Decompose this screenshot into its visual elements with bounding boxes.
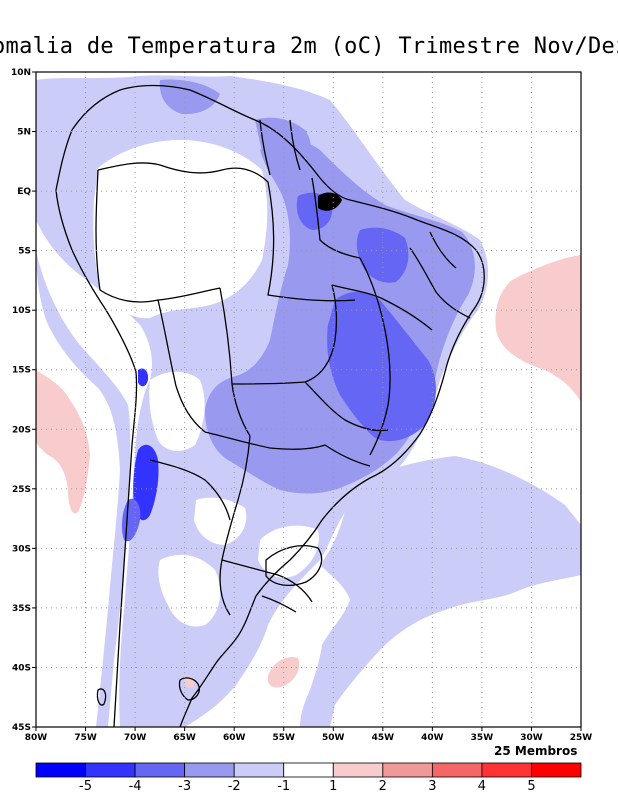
colorbar-label: -5	[79, 779, 92, 794]
lat-label: 20S	[12, 425, 31, 435]
map-title: omalia de Temperatura 2m (oC) Trimestre …	[0, 34, 618, 59]
colorbar-swatch	[332, 762, 384, 778]
colorbar-label: 3	[428, 779, 436, 794]
colorbar-label: -1	[277, 779, 290, 794]
lat-label: 35S	[12, 604, 31, 614]
colorbar-label: 5	[527, 779, 535, 794]
colorbar-label: 2	[379, 779, 387, 794]
colorbar-label: -3	[178, 779, 191, 794]
lat-label: 15S	[12, 366, 31, 376]
colorbar-swatch	[481, 762, 532, 778]
land-anomaly-dark-blue	[327, 291, 436, 442]
land-anomaly-medium-blue-guiana	[255, 117, 312, 171]
lon-label: 25W	[570, 733, 593, 743]
lat-label: 25S	[12, 485, 31, 495]
colorbar	[35, 762, 582, 778]
land-anomaly-dark-blue-2	[356, 227, 409, 283]
lon-label: 30W	[520, 733, 543, 743]
longitude-labels: 80W 75W 70W 65W 60W 55W 50W 45W 40W 35W 30W 25W	[25, 733, 593, 743]
colorbar-swatch	[233, 762, 285, 778]
lat-label: 5S	[18, 247, 31, 257]
ocean-anomaly-warm-atlantic	[495, 255, 581, 402]
colorbar-swatch	[531, 762, 582, 778]
land-anomaly-white-argentina	[194, 497, 247, 545]
lon-label: 35W	[471, 733, 494, 743]
ocean-anomaly-warm-pacific	[36, 370, 90, 514]
lat-label: 45S	[12, 723, 31, 733]
colorbar-label: -2	[228, 779, 241, 794]
members-label: 25 Membros	[494, 744, 578, 758]
graticule	[36, 72, 581, 727]
axis-ticks	[32, 71, 582, 731]
lon-label: 50W	[322, 733, 345, 743]
colorbar-swatch	[382, 762, 433, 778]
lon-label: 45W	[372, 733, 395, 743]
lon-label: 65W	[173, 733, 196, 743]
lon-label: 55W	[273, 733, 296, 743]
land-anomaly-white-amazon	[93, 140, 268, 319]
latitude-labels: 10N 5N EQ 5S 10S 15S 20S 25S 30S 35S 40S 45S	[11, 68, 31, 733]
land-anomaly-white-patagonia	[158, 554, 221, 627]
lon-label: 80W	[25, 733, 48, 743]
lat-label: 10N	[11, 68, 31, 78]
colorbar-label: 4	[478, 779, 486, 794]
colorbar-swatch	[35, 762, 86, 778]
lat-label: 5N	[17, 128, 31, 138]
colorbar-swatch	[85, 762, 136, 778]
lat-label: 30S	[12, 544, 31, 554]
lat-label: 10S	[12, 306, 31, 316]
coastline	[55, 84, 485, 727]
lat-label: EQ	[17, 187, 31, 197]
lon-label: 40W	[421, 733, 444, 743]
land-anomaly-medium-blue-north	[159, 79, 220, 115]
lon-label: 75W	[74, 733, 97, 743]
lon-label: 70W	[124, 733, 147, 743]
plot-frame	[35, 71, 582, 728]
colorbar-swatch	[184, 762, 235, 778]
colorbar-labels: -5 -4 -3 -2 -1 1 2 3 4 5	[79, 779, 536, 794]
colorbar-label: -4	[129, 779, 142, 794]
ocean-anomaly-light-blue	[300, 456, 581, 727]
colorbar-swatch	[431, 762, 483, 778]
lon-label: 60W	[223, 733, 246, 743]
marajo-island	[318, 192, 342, 211]
andes-anomaly-deep-blue-2	[138, 368, 149, 387]
land-anomaly-white-uruguay	[258, 525, 319, 578]
colorbar-swatch	[134, 762, 186, 778]
andes-anomaly-deep-blue	[133, 444, 159, 521]
land-anomaly-white-bolivia	[149, 371, 205, 452]
colorbar-swatch	[283, 762, 334, 778]
ocean-anomaly-pacific	[36, 250, 131, 727]
colorbar-label: 1	[329, 779, 337, 794]
lat-label: 40S	[12, 663, 31, 673]
